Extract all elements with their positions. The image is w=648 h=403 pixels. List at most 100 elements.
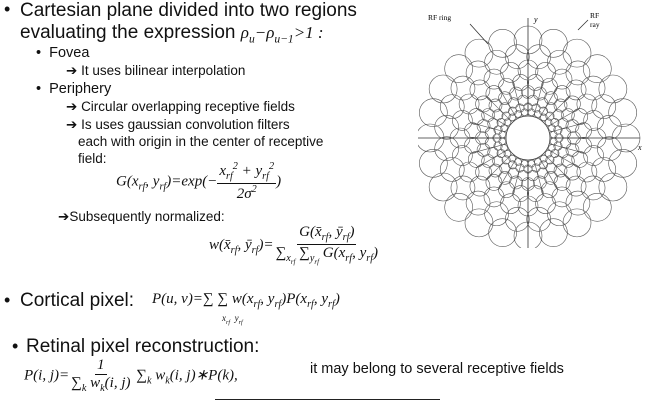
receptive-field-circle [553, 141, 563, 151]
rf-radial-line [469, 122, 507, 133]
retina-diagram: RF ring y RF ray x [418, 11, 642, 248]
receptive-field-circle [444, 193, 474, 222]
receptive-field-circle [505, 44, 530, 70]
rf-radial-line [549, 143, 587, 154]
receptive-field-circle [512, 185, 529, 202]
receptive-field-circle [545, 102, 557, 114]
receptive-field-circle [508, 106, 518, 116]
receptive-field-circle [465, 60, 491, 86]
rf-radial-line [485, 95, 513, 123]
receptive-field-circle [483, 186, 505, 208]
receptive-field-circle [492, 155, 504, 167]
fovea-region [505, 115, 551, 161]
receptive-field-circle [533, 175, 547, 190]
receptive-field-circle [526, 44, 551, 70]
rf-ring-pointer [469, 23, 489, 45]
rf-radial-line [475, 107, 510, 128]
rf-radial-line [543, 153, 571, 181]
receptive-field-circle [550, 118, 560, 128]
receptive-field-circle [553, 98, 568, 113]
receptive-field-circle [565, 119, 580, 133]
receptive-field-circle [498, 77, 515, 95]
receptive-field-circle [597, 115, 622, 140]
bullet-cartesian: Cartesian plane divided into two regions [20, 0, 357, 21]
receptive-field-circle [580, 175, 606, 201]
receptive-field-circle [464, 208, 494, 238]
receptive-field-circle [565, 60, 591, 86]
receptive-field-circle [450, 175, 476, 201]
rho-expression: ρu−ρu−1>1 : [240, 23, 324, 46]
receptive-field-circle [503, 150, 512, 158]
receptive-field-circle [444, 54, 474, 84]
receptive-field-circle [501, 111, 511, 121]
bullet-dot: • [12, 336, 19, 356]
receptive-field-circle [564, 95, 581, 113]
receptive-field-circle [496, 118, 506, 128]
receptive-field-circle [541, 77, 558, 95]
receptive-field-circle [526, 207, 551, 232]
rf-radial-line [549, 122, 587, 133]
receptive-field-circle [496, 149, 506, 159]
receptive-field-circle [541, 181, 558, 199]
receptive-field-circle [465, 190, 491, 216]
fovea-item: • Fovea [36, 45, 90, 61]
receptive-field-circle [469, 79, 491, 101]
retinal-formula: P(i, j)= 1 ∑k wk(i, j) ∑k wk(i, j)∗P(k), [24, 357, 238, 395]
receptive-field-circle [544, 118, 553, 126]
receptive-field-circle [450, 75, 476, 101]
receptive-field-circle [531, 103, 541, 113]
receptive-field-circle [535, 193, 556, 214]
receptive-field-circle [565, 79, 587, 101]
receptive-field-circle [540, 154, 548, 163]
receptive-field-circle [527, 74, 544, 91]
periphery-sub2-l2: each with origin in the center of recept… [78, 134, 324, 149]
receptive-field-circle [545, 162, 557, 174]
receptive-field-circle [571, 151, 589, 168]
receptive-field-circle [485, 174, 503, 191]
receptive-field-circle [575, 122, 592, 139]
receptive-field-circle [499, 162, 511, 174]
receptive-field-circle [553, 163, 568, 178]
rf-label: RF [590, 11, 599, 20]
receptive-field-circle [539, 218, 568, 247]
receptive-field-circle [580, 75, 606, 101]
receptive-field-circle [483, 68, 505, 90]
receptive-field-circle [500, 62, 521, 83]
receptive-field-circle [492, 109, 504, 121]
rf-radial-line [469, 143, 507, 154]
rf-radial-line [497, 85, 518, 120]
receptive-field-circle [458, 93, 480, 115]
rf-radial-line [546, 107, 581, 128]
normalized-item: ➔Subsequently normalized: [58, 209, 225, 224]
periphery-sub2: ➔ Is uses gaussian convolution filters [66, 117, 290, 132]
periphery-sub2-l3: field: [78, 151, 107, 166]
receptive-field-circle [469, 175, 491, 197]
receptive-field-circle [452, 110, 473, 131]
rf-radial-line [543, 95, 571, 123]
rf-ring-label: RF ring [428, 13, 451, 22]
receptive-field-circle [464, 137, 481, 154]
receptive-field-circle [467, 151, 485, 168]
receptive-field-circle [576, 93, 598, 115]
receptive-field-circle [488, 29, 517, 58]
receptive-field-circle [476, 143, 491, 157]
receptive-field-circle [583, 110, 604, 131]
receptive-field-circle [508, 113, 516, 122]
cartesian-text: evaluating the expression [20, 22, 236, 43]
rf-radial-line [497, 156, 518, 191]
cortical-label: Cortical pixel: [20, 290, 135, 311]
receptive-field-circle [552, 155, 564, 167]
bullet-dot: • [4, 290, 11, 310]
bullet-dot: • [4, 0, 11, 19]
receptive-field-circle [540, 113, 548, 122]
rf-radial-line [533, 159, 544, 197]
receptive-field-circle [475, 163, 492, 181]
receptive-field-circle [565, 190, 591, 216]
rf-ray-pointer [577, 19, 589, 31]
receptive-field-circle [539, 160, 549, 170]
receptive-field-circle [551, 186, 573, 208]
receptive-field-circle [434, 136, 460, 161]
retinal-label: Retinal pixel reconstruction: [26, 336, 260, 357]
rf-radial-line [538, 156, 559, 191]
rf-radial-line [533, 79, 544, 117]
